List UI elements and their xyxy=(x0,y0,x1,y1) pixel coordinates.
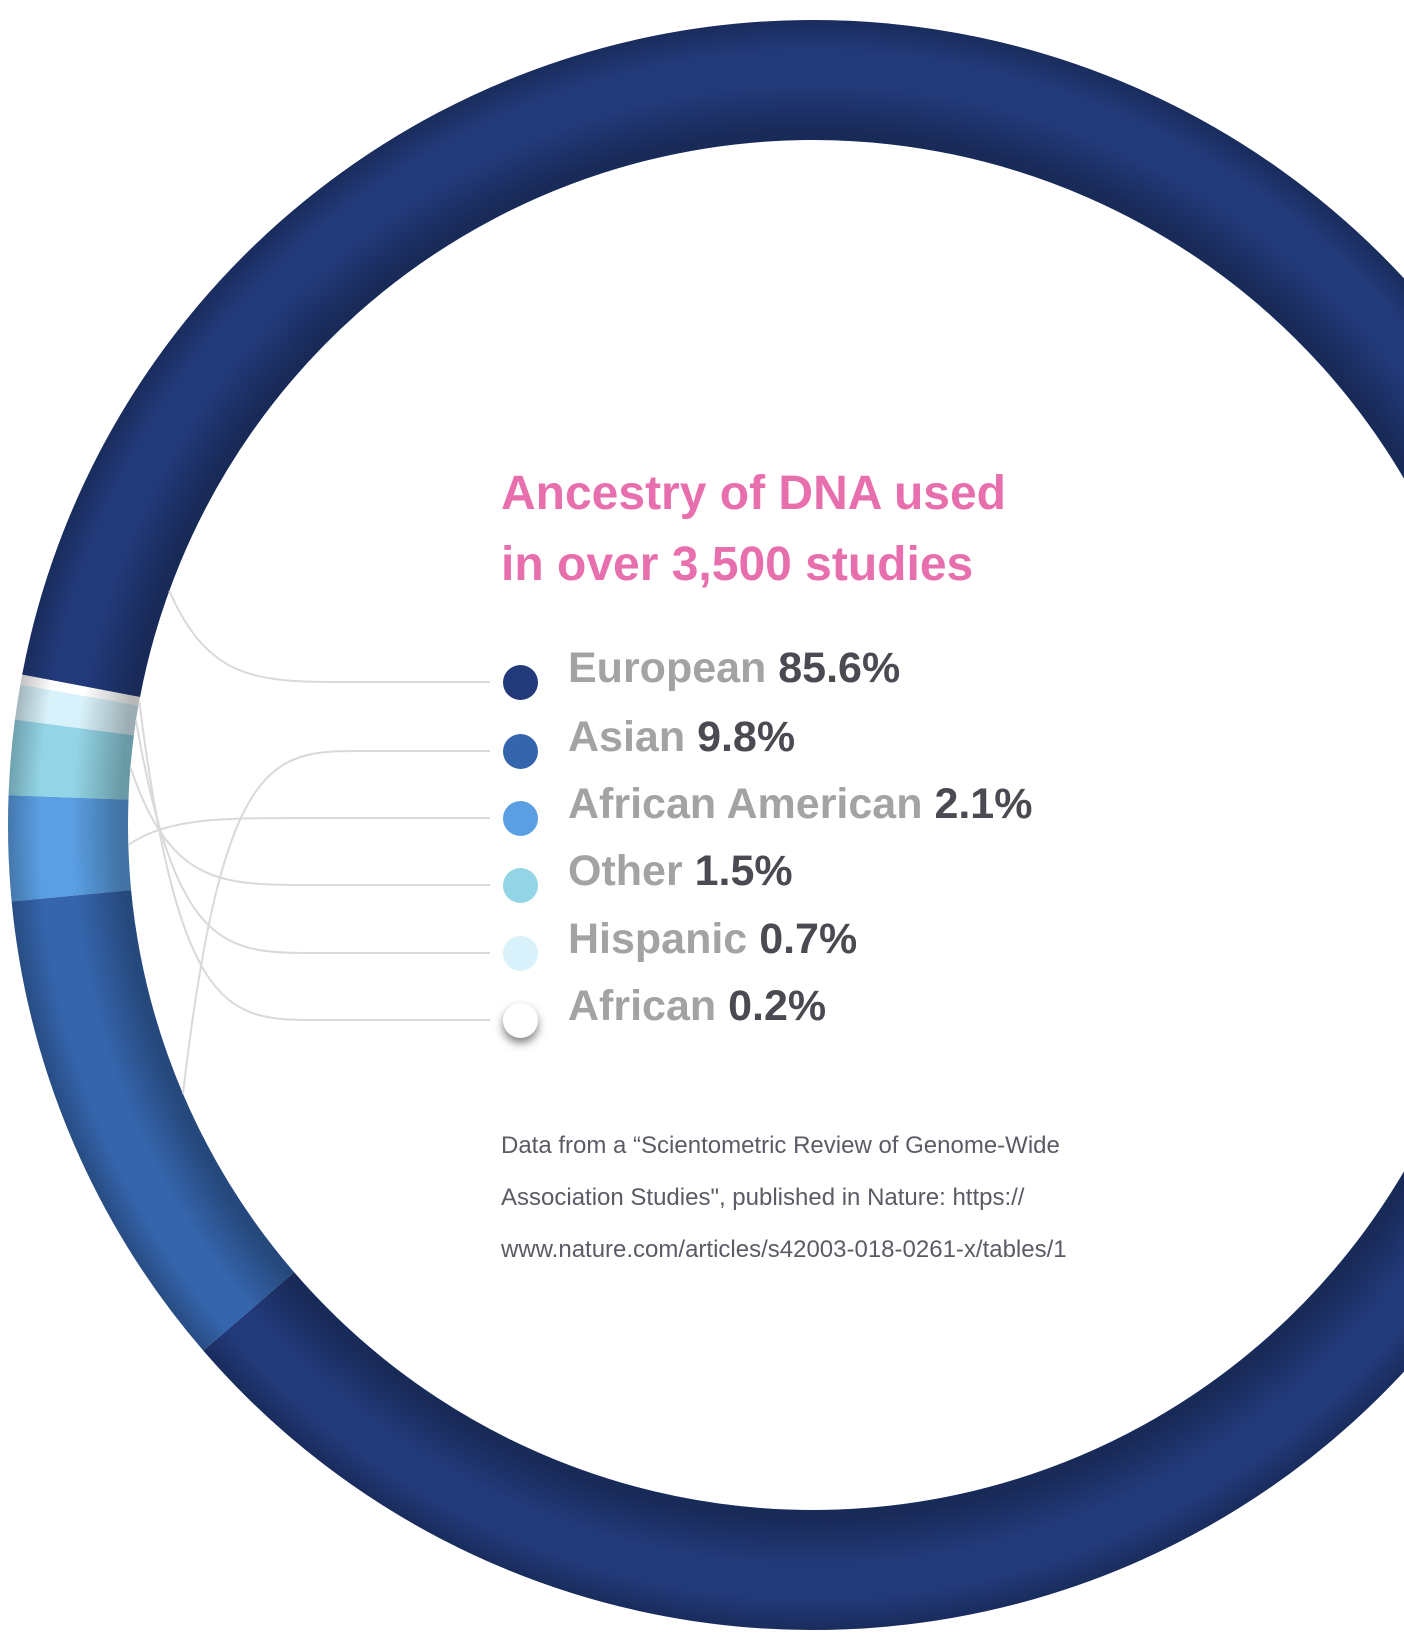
legend-item: Asian 9.8% xyxy=(503,712,1303,769)
legend-item: European 85.6% xyxy=(503,643,1303,700)
chart-title-line-2: in over 3,500 studies xyxy=(501,538,974,591)
legend-label: European 85.6% xyxy=(568,643,900,693)
legend-item: Hispanic 0.7% xyxy=(503,914,1303,971)
leader-line xyxy=(138,701,490,1021)
leader-line xyxy=(168,590,490,683)
legend-swatch xyxy=(503,665,538,700)
source-line-3: www.nature.com/articles/s42003-018-0261-… xyxy=(501,1236,1067,1263)
legend-swatch xyxy=(503,868,538,903)
legend-category-name: Asian xyxy=(568,713,686,761)
legend-value: 2.1% xyxy=(934,780,1033,828)
leader-line xyxy=(127,817,490,846)
legend-swatch xyxy=(503,801,538,836)
leader-line xyxy=(181,750,490,1094)
legend-item: African American 2.1% xyxy=(503,779,1303,836)
legend-swatch xyxy=(503,936,538,971)
legend-label: Hispanic 0.7% xyxy=(568,914,857,964)
legend-item: African 0.2% xyxy=(503,981,1303,1038)
legend-label: Other 1.5% xyxy=(568,846,793,896)
legend-value: 85.6% xyxy=(778,644,901,692)
legend-swatch xyxy=(503,734,538,769)
legend-value: 0.7% xyxy=(759,915,858,963)
leader-lines xyxy=(127,590,490,1094)
legend-swatch xyxy=(503,1003,538,1038)
legend-category-name: European xyxy=(568,644,767,692)
legend-item: Other 1.5% xyxy=(503,846,1303,903)
legend-label: African American 2.1% xyxy=(568,779,1032,829)
legend-category-name: African American xyxy=(568,780,923,828)
ring-shading xyxy=(8,20,1404,1630)
legend-value: 0.2% xyxy=(728,982,827,1030)
chart-title-line-1: Ancestry of DNA used xyxy=(501,467,1006,520)
legend-category-name: African xyxy=(568,982,717,1030)
leader-line xyxy=(135,720,490,954)
source-line-1: Data from a “Scientometric Review of Gen… xyxy=(501,1132,1060,1159)
legend-value: 9.8% xyxy=(697,713,796,761)
legend-label: Asian 9.8% xyxy=(568,712,795,762)
chart-title: Ancestry of DNA used in over 3,500 studi… xyxy=(501,458,1201,600)
legend-label: African 0.2% xyxy=(568,981,826,1031)
source-line-2: Association Studies", published in Natur… xyxy=(501,1184,1025,1211)
legend-value: 1.5% xyxy=(694,847,793,895)
source-note: Data from a “Scientometric Review of Gen… xyxy=(501,1120,1201,1276)
legend-category-name: Hispanic xyxy=(568,915,748,963)
legend-category-name: Other xyxy=(568,847,683,895)
leader-line xyxy=(129,767,490,886)
